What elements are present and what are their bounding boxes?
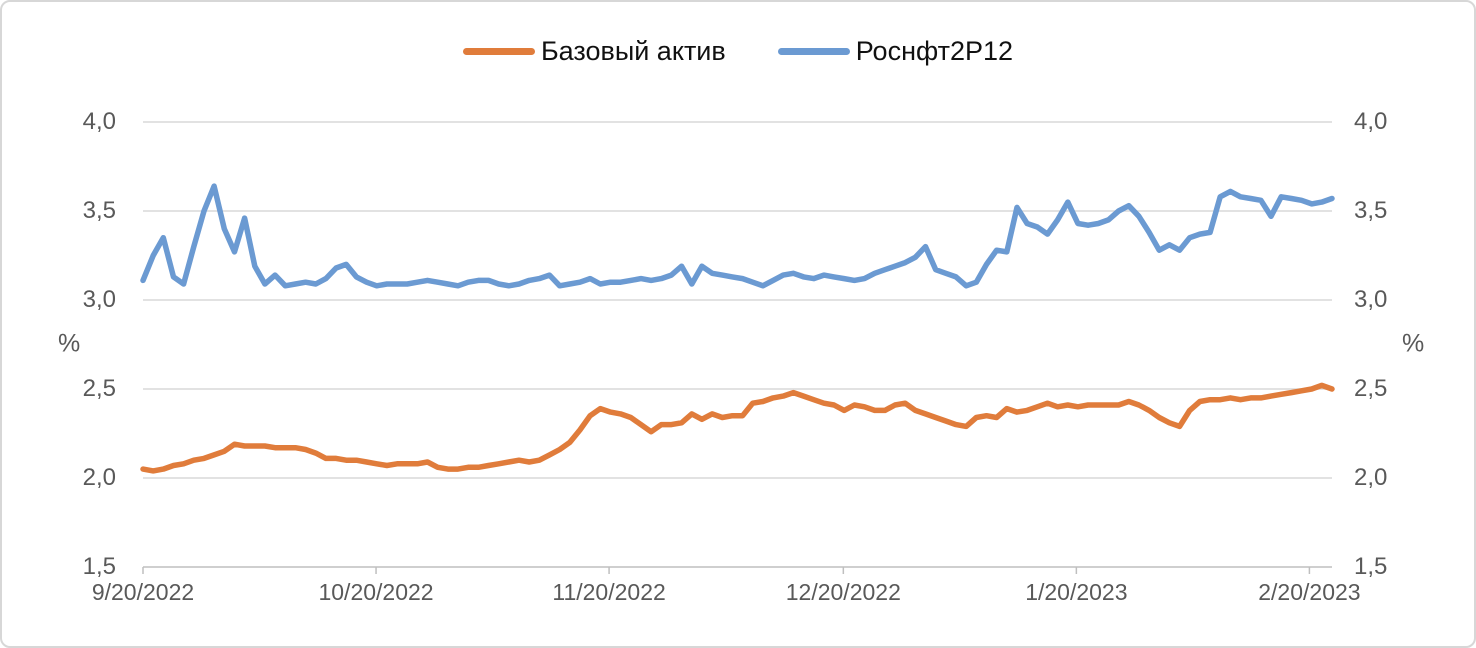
legend-label-bond: Роснфт2Р12 bbox=[855, 36, 1014, 66]
y-tick-label-left: 3,0 bbox=[82, 286, 116, 313]
x-tick-label: 2/20/2023 bbox=[1258, 579, 1361, 605]
y-tick-label-left: 2,0 bbox=[82, 464, 116, 491]
y-tick-label-right: 4,0 bbox=[1354, 108, 1388, 135]
x-tick-label: 11/20/2022 bbox=[552, 579, 666, 605]
y-tick-label-left: 4,0 bbox=[82, 108, 116, 135]
x-tick-label: 1/20/2023 bbox=[1025, 579, 1128, 605]
y-tick-label-right: 1,5 bbox=[1354, 553, 1388, 580]
legend-line-swatch-base-asset bbox=[462, 48, 535, 55]
y-tick-label-left: 1,5 bbox=[82, 553, 116, 580]
y-tick-label-right: 3,0 bbox=[1354, 286, 1388, 313]
legend-item-base-asset: Базовый актив bbox=[462, 36, 726, 66]
y-axis-unit-left: % bbox=[58, 329, 81, 358]
y-axis-unit-right: % bbox=[1402, 329, 1425, 358]
x-tick-label: 9/20/2022 bbox=[91, 579, 195, 605]
y-tick-label-right: 3,5 bbox=[1354, 197, 1388, 224]
legend-label-base-asset: Базовый актив bbox=[540, 36, 726, 66]
legend-line-swatch-bond bbox=[777, 48, 850, 55]
legend-item-bond: Роснфт2Р12 bbox=[777, 36, 1014, 66]
y-tick-label-right: 2,5 bbox=[1354, 375, 1388, 402]
x-tick-label: 10/20/2022 bbox=[318, 579, 434, 605]
series-line-bond bbox=[140, 183, 1335, 289]
y-tick-label-left: 2,5 bbox=[82, 375, 116, 402]
series-line-base-asset bbox=[140, 382, 1335, 474]
y-tick-label-right: 2,0 bbox=[1354, 464, 1388, 491]
y-tick-label-left: 3,5 bbox=[82, 197, 116, 224]
chart-legend: Базовый актив Роснфт2Р12 bbox=[2, 38, 1474, 65]
x-tick-label: 12/20/2022 bbox=[785, 579, 901, 605]
